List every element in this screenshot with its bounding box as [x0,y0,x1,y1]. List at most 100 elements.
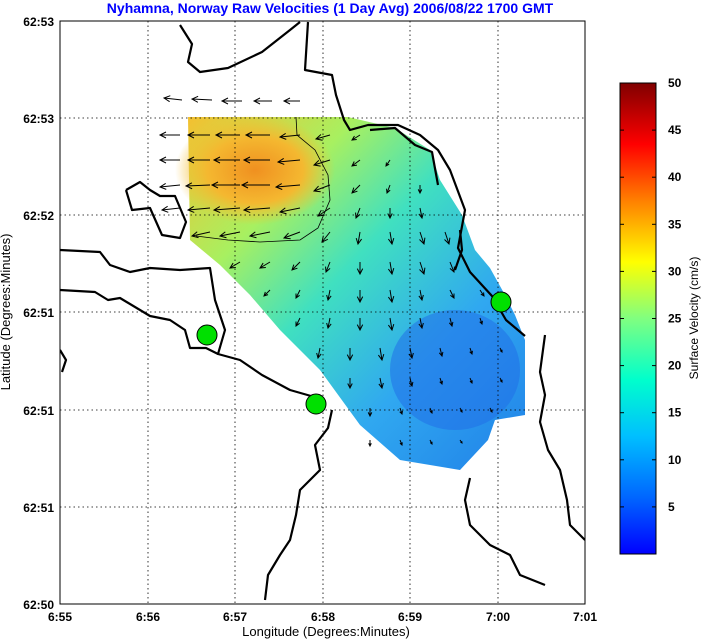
velocity-arrow [469,347,473,356]
velocity-arrow [259,261,271,269]
colorbar [619,82,657,555]
velocity-arrow [240,181,270,189]
velocity-arrow [160,205,181,213]
velocity-arrow [248,231,271,239]
velocity-arrow [367,408,373,418]
velocity-arrow [186,156,210,164]
velocity-arrow [229,261,241,269]
x-tick-label: 7:00 [486,610,510,624]
velocity-arrow [210,181,240,189]
velocity-arrow [184,182,211,190]
velocity-arrow [399,407,403,416]
velocity-arrow [312,184,331,193]
velocity-arrow [291,261,301,271]
velocity-arrow [212,156,240,164]
velocity-minimum [390,310,520,430]
velocity-arrow [449,261,455,274]
velocity-arrow [418,289,424,302]
velocity-arrow [368,440,372,448]
velocity-arrow [282,231,301,240]
velocity-arrow [214,131,240,139]
y-tick-label: 62:51 [23,404,54,418]
radar-site-marker [305,393,327,415]
velocity-arrow [429,439,433,445]
velocity-arrow [158,182,181,190]
velocity-arrow [387,231,395,246]
velocity-arrow [387,317,395,332]
velocity-arrow [438,347,444,358]
velocity-arrow [479,317,483,326]
velocity-arrow [408,377,414,388]
velocity-arrow [276,158,301,165]
velocity-arrow [399,439,403,447]
colorbar-tick-label: 20 [668,359,682,373]
velocity-arrow [408,347,414,360]
x-tick-label: 6:57 [223,610,247,624]
velocity-arrow [386,184,391,195]
colorbar-tick-label: 40 [668,170,682,184]
velocity-arrow [439,377,443,386]
y-tick-label: 62:52 [23,209,54,223]
velocity-arrow [355,207,361,220]
y-tick-label: 62:53 [23,15,54,29]
colorbar-tick-label: 30 [668,264,682,278]
velocity-arrow [419,231,426,246]
velocity-arrow [186,206,211,213]
x-tick-label: 7:01 [573,610,597,624]
velocity-arrow [459,407,463,413]
velocity-arrow [162,95,183,103]
velocity-arrow [326,317,332,330]
velocity-arrow [186,131,210,139]
velocity-arrow [417,185,423,195]
velocity-arrow [489,407,493,413]
velocity-arrow [190,231,211,239]
coastline [60,21,585,601]
colorbar-tick-label: 10 [668,453,682,467]
velocity-arrow [278,207,301,215]
x-axis-label: Longitude (Degrees:Minutes) [242,624,410,639]
velocity-arrow [282,97,300,105]
velocity-arrow [479,289,485,297]
velocity-arrow [356,290,364,304]
colorbar-tick-label: 15 [668,406,682,420]
colorbar-label: Surface Velocity (cm/s) [687,257,701,380]
chart-title: Nyhamna, Norway Raw Velocities (1 Day Av… [107,0,554,16]
y-tick-label: 62:50 [23,598,54,612]
velocity-arrow [444,231,451,246]
velocity-arrow [355,231,363,246]
velocity-arrow [263,289,271,297]
velocity-arrow [317,207,331,217]
radar-site-marker [196,324,218,346]
colorbar-tick-label: 25 [668,312,682,326]
colorbar-tick-label: 5 [668,500,675,514]
velocity-arrow [218,231,241,239]
x-tick-label: 6:59 [398,610,422,624]
velocity-arrow [387,208,393,220]
velocity-arrow [242,206,271,213]
y-tick-label: 62:51 [23,306,54,320]
y-axis-label: Latitude (Degrees:Minutes) [0,234,13,391]
velocity-arrow [212,206,241,213]
map-layer [60,21,585,604]
velocity-arrow [419,261,426,276]
y-axis: 62:53 62:53 62:52 62:51 62:51 62:51 62:5… [23,15,54,612]
velocity-arrow [242,156,270,164]
velocity-arrow [158,156,180,164]
x-tick-label: 6:56 [136,610,160,624]
velocity-arrow [347,378,353,390]
velocity-arrow [351,184,361,194]
x-axis: 6:55 6:56 6:57 6:58 6:59 7:00 7:01 [48,610,597,624]
colorbar-tick-label: 35 [668,217,682,231]
velocity-arrow [356,262,364,276]
velocity-arrow [274,183,301,190]
velocity-arrow [499,347,503,353]
velocity-arrow [326,289,332,302]
velocity-arrow [325,261,331,274]
velocity-arrow [418,207,424,220]
velocity-arrow [429,407,433,415]
velocity-arrow [220,97,242,105]
velocity-arrow [351,159,361,167]
velocity-arrow [387,289,395,304]
velocity-arrow [158,131,180,139]
colorbar-ticks: 5 10 15 20 25 30 35 40 45 50 [620,76,682,514]
